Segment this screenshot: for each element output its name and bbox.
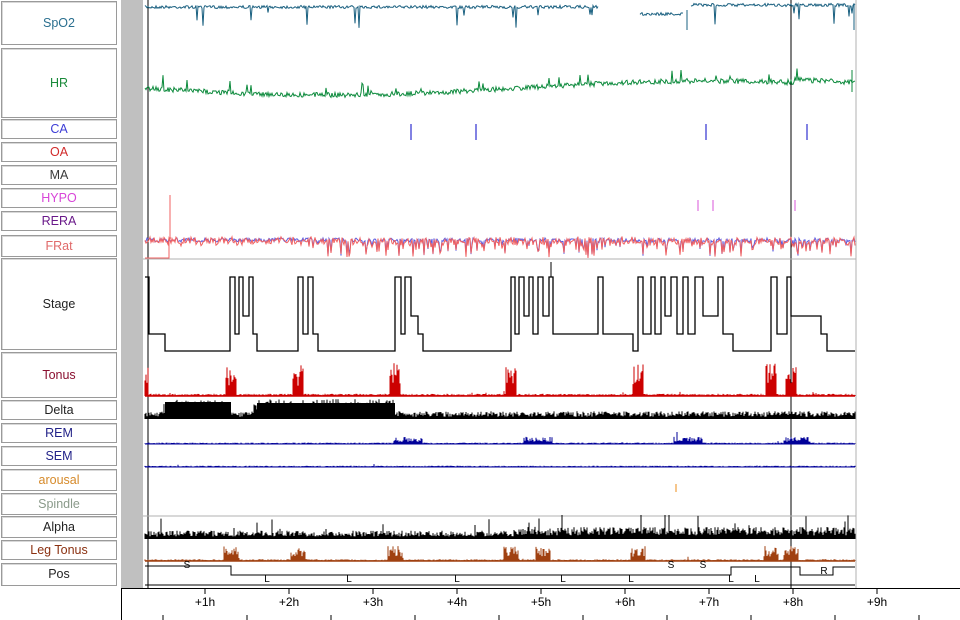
channel-label-tonus[interactable]: Tonus [1,352,117,398]
delta-block-1 [165,402,231,419]
position-label-10: R [820,566,827,577]
channel-label-frat[interactable]: FRat [1,235,117,257]
spo2-trace-0 [144,3,599,28]
channel-label-arousal[interactable]: arousal [1,469,117,491]
rem-trace [144,432,856,444]
position-label-1: L [264,574,270,585]
position-label-2: L [346,574,352,585]
legtonus-trace [144,546,856,561]
channel-label-pos[interactable]: Pos [1,563,117,586]
channel-label-legtonus[interactable]: Leg Tonus [1,540,117,560]
stage-hypnogram [145,276,855,352]
time-tick-label-3: +4h [447,595,467,609]
position-label-5: L [628,574,634,585]
scroll-gutter[interactable] [121,0,143,588]
delta-trace [144,399,856,419]
channel-label-spindle[interactable]: Spindle [1,493,117,515]
delta-block-2 [257,403,395,419]
position-track [145,565,855,576]
time-axis: +1h +2h +3h +4h +5h +6h +7h +8h +9h [121,588,960,620]
alpha-trace [144,515,856,539]
channel-label-alpha[interactable]: Alpha [1,516,117,538]
time-tick-label-7: +8h [783,595,803,609]
position-label-7: S [700,560,707,571]
channel-label-ma[interactable]: MA [1,165,117,185]
signal-plot[interactable]: S L L L L L S S L L R [143,0,960,588]
time-tick-label-4: +5h [531,595,551,609]
time-tick-label-8: +9h [867,595,887,609]
channel-label-rem[interactable]: REM [1,423,117,443]
spo2-trace-2 [690,2,856,25]
hr-trace [144,68,856,99]
position-label-9: L [754,574,760,585]
channel-label-oa[interactable]: OA [1,142,117,162]
channel-label-sem[interactable]: SEM [1,446,117,466]
channel-label-delta[interactable]: Delta [1,400,117,420]
channel-labels-panel: SpO2 HR CA OA MA HYPO RERA FRat Stage Tonus Delta R… [0,0,121,590]
channel-label-hypo[interactable]: HYPO [1,188,117,208]
time-tick-label-1: +2h [279,595,299,609]
frat-trace-red [144,234,856,259]
position-label-6: S [668,560,675,571]
time-tick-label-6: +7h [699,595,719,609]
spo2-trace-1 [639,11,684,17]
time-tick-label-0: +1h [195,595,215,609]
channel-label-spo2[interactable]: SpO2 [1,1,117,45]
position-label-8: L [728,574,734,585]
channel-label-hr[interactable]: HR [1,48,117,118]
time-tick-label-2: +3h [363,595,383,609]
position-label-4: L [560,574,566,585]
channel-label-rera[interactable]: RERA [1,211,117,231]
position-label-3: L [454,574,460,585]
position-label-0: S [184,560,191,571]
time-tick-label-5: +6h [615,595,635,609]
tonus-trace [144,363,856,396]
channel-label-stage[interactable]: Stage [1,258,117,350]
channel-label-ca[interactable]: CA [1,119,117,139]
